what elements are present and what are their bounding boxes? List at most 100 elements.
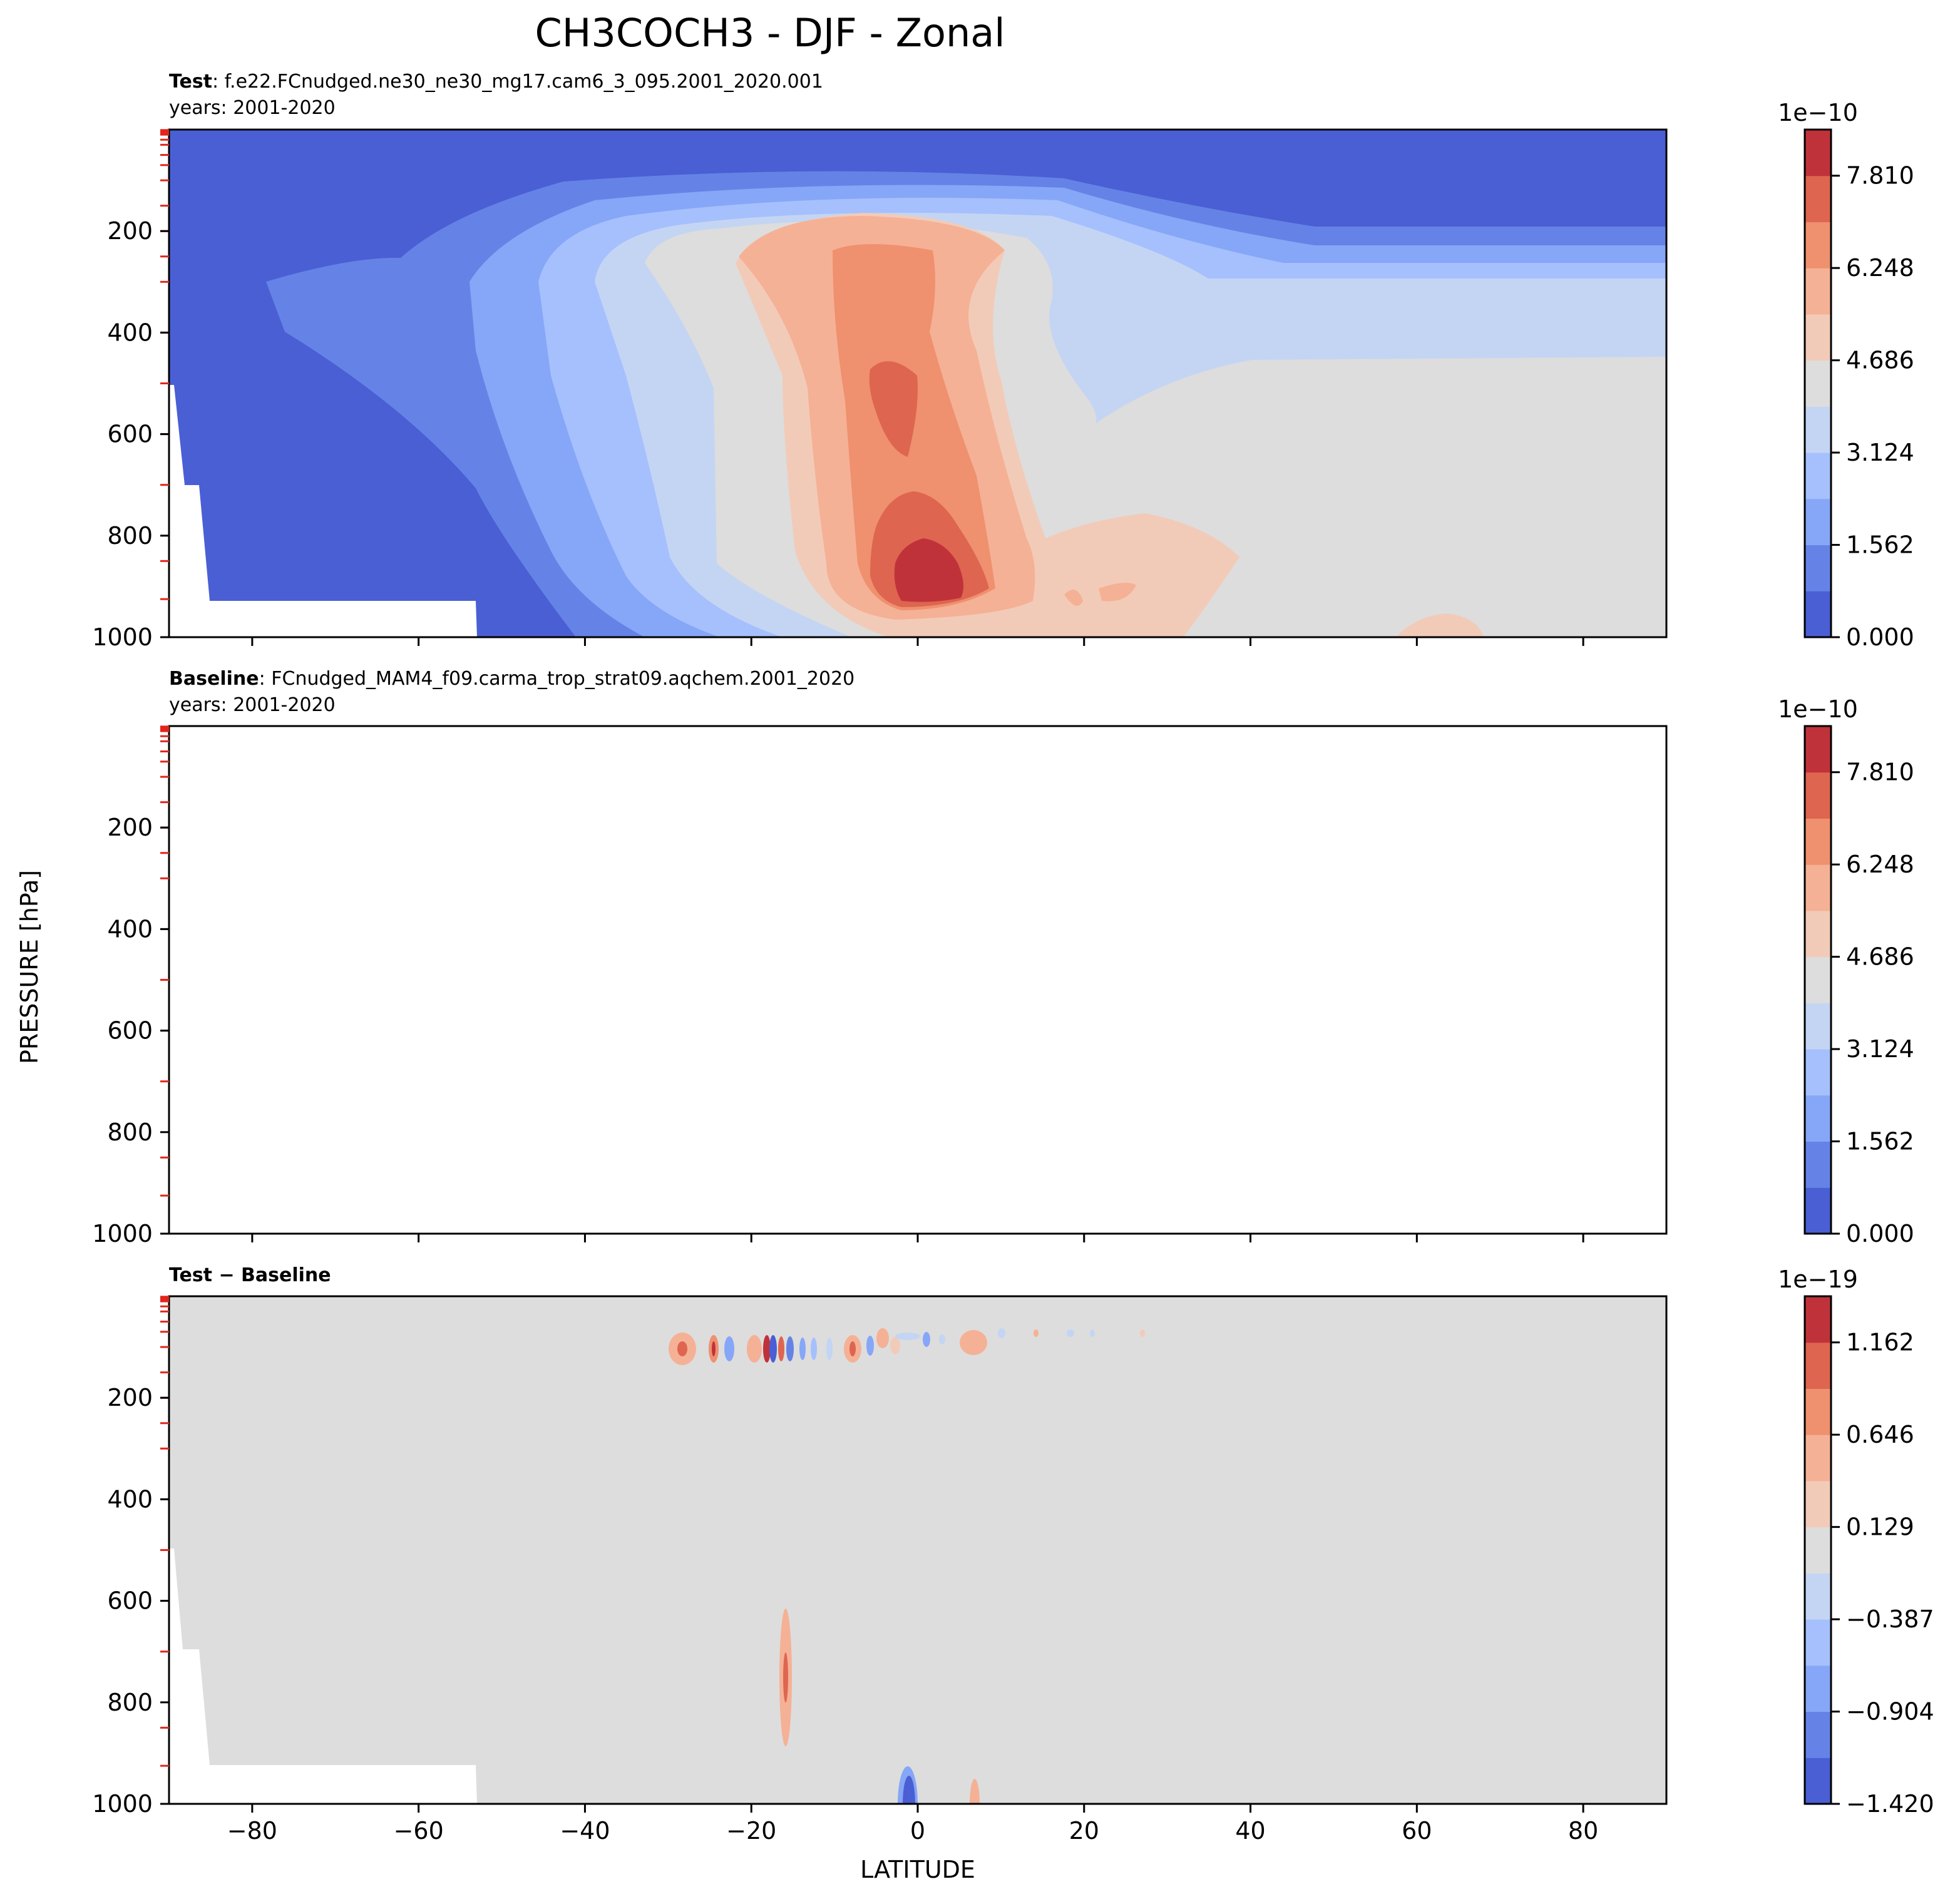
y-tick-label: 1000 bbox=[92, 1220, 153, 1247]
colorbar-tick-label: 4.686 bbox=[1846, 347, 1914, 374]
contour-band bbox=[169, 726, 1666, 1234]
colorbar-2: −1.420 −0.904 −0.387 0.129 0.646 1.162 1e−19 bbox=[1778, 1266, 1934, 1818]
colorbar-tick-label: 0.129 bbox=[1846, 1513, 1914, 1541]
colorbar-tick-label: 3.124 bbox=[1846, 1035, 1914, 1063]
y-tick-label: 800 bbox=[107, 1689, 153, 1716]
diff-blob bbox=[811, 1338, 817, 1360]
missing-data-mask bbox=[169, 385, 477, 637]
x-tick-label: 80 bbox=[1568, 1817, 1598, 1845]
diff-blob bbox=[876, 1328, 889, 1348]
x-axis-label: LATITUDE bbox=[860, 1856, 975, 1883]
y-tick-label: 1000 bbox=[92, 1790, 153, 1818]
diff-blob bbox=[786, 1336, 794, 1361]
colorbar-segment bbox=[1805, 314, 1831, 361]
colorbar-tick-label: 0.646 bbox=[1846, 1421, 1914, 1448]
y-tick-label: 800 bbox=[107, 1118, 153, 1146]
colorbar-segment bbox=[1805, 498, 1831, 546]
contour-band bbox=[870, 1088, 989, 1204]
contour-band bbox=[1064, 1179, 1136, 1202]
colorbar-0: 0.000 1.562 3.124 4.686 6.248 7.810 1e−10 bbox=[1778, 99, 1914, 651]
y-tick-label: 600 bbox=[107, 1017, 153, 1045]
panel-header-test: Test: f.e22.FCnudged.ne30_ne30_mg17.cam6… bbox=[169, 71, 823, 119]
colorbar-tick-label: 3.124 bbox=[1846, 439, 1914, 466]
x-tick-label: 20 bbox=[1069, 1817, 1099, 1845]
diff-blob bbox=[826, 1338, 833, 1360]
contour-panel-test bbox=[169, 130, 1666, 637]
colorbar-tick-label: −0.387 bbox=[1846, 1605, 1934, 1633]
colorbar-exponent: 1e−10 bbox=[1778, 695, 1858, 723]
colorbar-segment bbox=[1805, 1527, 1831, 1574]
axes-0: 200 400 600 800 1000 bbox=[92, 128, 1668, 651]
x-tick-label: −80 bbox=[227, 1817, 277, 1845]
colorbar-tick-label: 4.686 bbox=[1846, 943, 1914, 971]
colorbar-tick-label: 7.810 bbox=[1846, 162, 1914, 190]
diff-blob bbox=[1067, 1329, 1074, 1337]
colorbar-tick-label: −1.420 bbox=[1846, 1790, 1934, 1818]
contour-band bbox=[869, 361, 918, 457]
diff-blob bbox=[677, 1341, 687, 1356]
colorbar-tick-label: 0.000 bbox=[1846, 623, 1914, 651]
x-tick-label: −20 bbox=[726, 1817, 776, 1845]
colorbar-segment bbox=[1805, 406, 1831, 453]
panel-header-diff: Test − Baseline bbox=[169, 1264, 331, 1286]
diff-blob bbox=[747, 1335, 762, 1363]
diff-blob bbox=[1034, 1329, 1039, 1337]
diff-blob bbox=[895, 1333, 920, 1340]
colorbar-segment bbox=[1805, 1095, 1831, 1142]
colorbar-layer: 0.0001.5623.1244.6866.2487.8101e−100.000… bbox=[1778, 99, 1934, 1818]
colorbar-segment bbox=[1805, 818, 1831, 865]
colorbar-exponent: 1e−10 bbox=[1778, 99, 1858, 126]
contour-band bbox=[595, 809, 1666, 1234]
colorbar-segment bbox=[1805, 130, 1831, 177]
panel-header-bold: Test bbox=[169, 71, 212, 93]
colorbar-segment bbox=[1805, 772, 1831, 819]
colorbar-segment bbox=[1805, 1619, 1831, 1666]
colorbar-segment bbox=[1805, 222, 1831, 269]
panel-header-bold: Baseline bbox=[169, 668, 259, 690]
x-tick-label: −40 bbox=[560, 1817, 610, 1845]
contour-band bbox=[1396, 1210, 1484, 1234]
svg-text:Test − Baseline: Test − Baseline bbox=[169, 1264, 331, 1286]
diff-blob bbox=[960, 1330, 987, 1355]
colorbar-frame bbox=[1804, 1295, 1832, 1805]
y-tick-label: 800 bbox=[107, 522, 153, 550]
panel-header-bold: Test − Baseline bbox=[169, 1264, 331, 1286]
colorbar-segment bbox=[1805, 910, 1831, 958]
missing-data-mask bbox=[169, 981, 477, 1234]
colorbar-tick-label: 6.248 bbox=[1846, 851, 1914, 878]
contour-band bbox=[169, 1296, 1666, 1804]
panel-header-case: : f.e22.FCnudged.ne30_ne30_mg17.cam6_3_0… bbox=[212, 71, 823, 93]
svg-text:Test: f.e22.FCnudged.ne30_ne30: Test: f.e22.FCnudged.ne30_ne30_mg17.cam6… bbox=[169, 71, 823, 93]
colorbar-frame bbox=[1804, 725, 1832, 1235]
diff-blob bbox=[763, 1335, 771, 1363]
colorbar-segment bbox=[1805, 1296, 1831, 1343]
missing-data-mask bbox=[169, 1548, 477, 1804]
contour-band bbox=[538, 794, 1666, 1234]
contour-band bbox=[894, 538, 963, 602]
colorbar-segment bbox=[1805, 453, 1831, 499]
contour-panel-diff bbox=[169, 1296, 1666, 1804]
panel-years: years: 2001-2020 bbox=[169, 694, 336, 716]
panel-years: years: 2001-2020 bbox=[169, 97, 336, 119]
panel-header-case: : FCnudged_MAM4_f09.carma_trop_strat09.a… bbox=[259, 668, 855, 690]
x-tick-label: 0 bbox=[910, 1817, 925, 1845]
colorbar-segment bbox=[1805, 1141, 1831, 1188]
colorbar-segment bbox=[1805, 591, 1831, 638]
colorbar-segment bbox=[1805, 1758, 1831, 1804]
y-tick-label: 400 bbox=[107, 319, 153, 346]
colorbar-segment bbox=[1805, 1049, 1831, 1096]
diff-blob bbox=[724, 1336, 734, 1361]
y-tick-label: 400 bbox=[107, 915, 153, 943]
x-tick-label: 40 bbox=[1235, 1817, 1265, 1845]
colorbar-tick-label: −0.904 bbox=[1846, 1698, 1934, 1726]
diff-blob bbox=[970, 1779, 980, 1804]
colorbar-segment bbox=[1805, 956, 1831, 1003]
contour-band bbox=[1396, 613, 1484, 637]
colorbar-segment bbox=[1805, 1573, 1831, 1620]
colorbar-segment bbox=[1805, 268, 1831, 315]
colorbar-segment bbox=[1805, 1187, 1831, 1234]
contour-band bbox=[736, 809, 1239, 1234]
y-tick-label: 600 bbox=[107, 1587, 153, 1615]
diff-blob bbox=[866, 1336, 874, 1356]
